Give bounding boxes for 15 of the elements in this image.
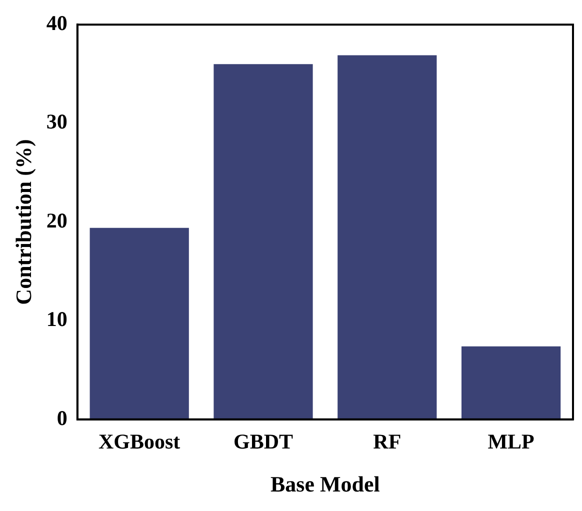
x-tick-label: RF <box>373 429 402 454</box>
y-axis-title: Contribution (%) <box>10 139 36 305</box>
y-tick-label: 20 <box>46 208 68 232</box>
bar <box>338 55 437 420</box>
bar <box>90 228 189 420</box>
x-tick-label: XGBoost <box>98 429 180 454</box>
x-tick-label: GBDT <box>233 429 294 454</box>
y-tick-label: 10 <box>46 307 68 332</box>
y-tick-label: 0 <box>56 406 68 430</box>
y-tick-label: 40 <box>46 11 68 36</box>
y-tick-label: 30 <box>46 110 68 134</box>
bar <box>214 64 313 420</box>
x-tick-label: MLP <box>488 429 535 454</box>
x-axis-title: Base Model <box>270 471 380 496</box>
bar <box>461 346 561 420</box>
